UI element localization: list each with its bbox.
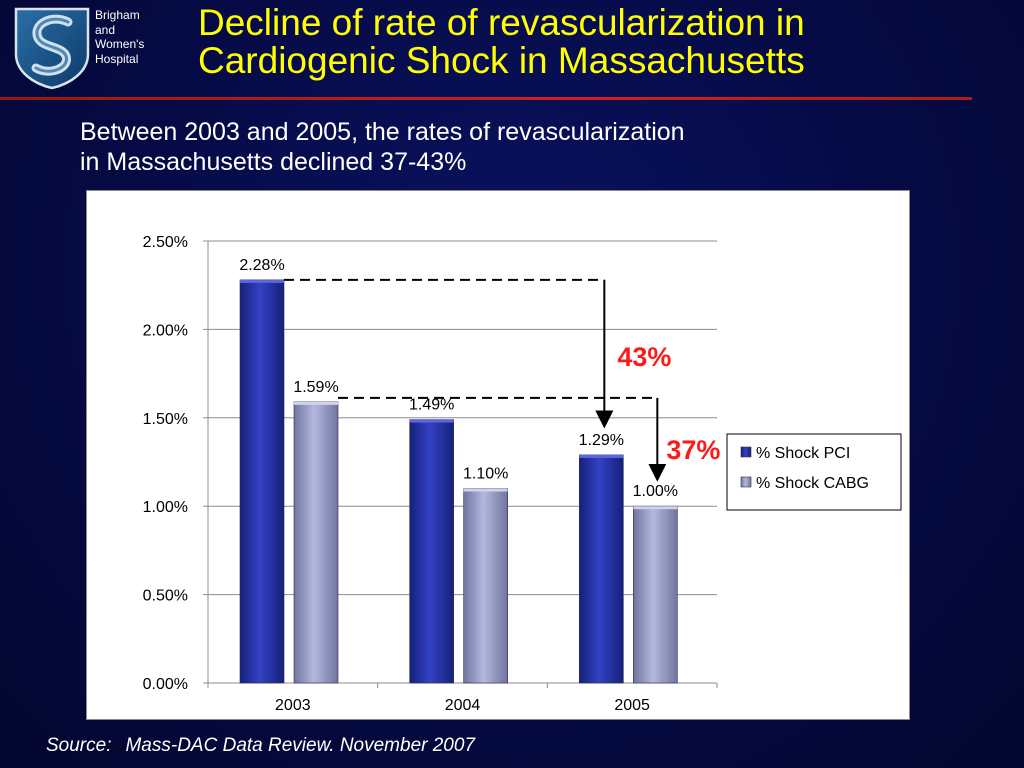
source-text: Mass-DAC Data Review. November 2007	[125, 735, 476, 756]
data-label: 1.00%	[633, 483, 678, 500]
y-tick-label: 2.00%	[143, 322, 188, 339]
x-tick-label: 2003	[275, 697, 311, 714]
org-name-line: Hospital	[95, 51, 139, 66]
bar	[463, 488, 508, 684]
bar-top-highlight	[579, 454, 624, 458]
slide-subtitle: Between 2003 and 2005, the rates of reva…	[80, 117, 940, 177]
x-tick-label: 2005	[614, 697, 650, 714]
y-tick-label: 0.00%	[143, 676, 188, 693]
org-name-line: Women's	[95, 37, 145, 52]
bar-top-highlight	[240, 279, 284, 283]
legend-label: % Shock CABG	[756, 475, 869, 492]
bar	[633, 505, 678, 684]
source-label: Source:	[46, 735, 112, 756]
slide-title-line-1: Decline of rate of revascularization in	[198, 2, 805, 43]
legend-swatch	[740, 446, 752, 458]
org-name: Brigham and Women's Hospital	[95, 8, 185, 66]
data-label: 1.49%	[409, 397, 454, 414]
legend-box	[726, 433, 902, 511]
data-label: 1.29%	[579, 432, 624, 449]
bar	[239, 279, 285, 684]
slide-subtitle-line-2: in Massachusetts declined 37-43%	[80, 148, 467, 176]
slide-title-line-2: Cardiogenic Shock in Massachusetts	[198, 40, 805, 81]
bar-top-highlight	[294, 401, 338, 405]
slide-subtitle-line-1: Between 2003 and 2005, the rates of reva…	[80, 118, 685, 146]
legend-swatch	[740, 476, 752, 488]
bar	[293, 401, 339, 684]
title-divider	[0, 97, 972, 100]
decline-label-pci: 43%	[617, 342, 671, 372]
org-name-line: and	[95, 22, 116, 37]
legend-label: % Shock PCI	[756, 445, 850, 462]
chart-container: 0.00% 0.50% 1.00% 1.50% 2.00% 2.50% 2.28% 1.49%…	[86, 190, 910, 720]
y-tick-label: 0.50%	[143, 588, 188, 605]
y-tick-label: 1.50%	[143, 411, 188, 428]
bar-top-highlight	[463, 488, 508, 492]
decline-label-cabg: 37%	[666, 435, 720, 465]
x-tick-label: 2004	[445, 697, 481, 714]
bar	[409, 419, 454, 684]
y-tick-label: 1.00%	[143, 499, 188, 516]
org-name-line: Brigham	[95, 8, 140, 22]
slide-title: Decline of rate of revascularization in …	[198, 4, 998, 80]
bar	[579, 454, 624, 684]
bar-top-highlight	[633, 506, 678, 510]
bar-top-highlight	[409, 419, 454, 423]
data-label: 2.28%	[239, 257, 284, 274]
source-note: Source: Mass-DAC Data Review. November 20…	[46, 735, 475, 757]
hospital-logo-icon	[14, 7, 90, 90]
data-label: 1.59%	[293, 379, 338, 396]
y-tick-label: 2.50%	[143, 234, 188, 251]
bar-chart: 0.00% 0.50% 1.00% 1.50% 2.00% 2.50% 2.28% 1.49%…	[143, 234, 902, 714]
data-label: 1.10%	[463, 466, 508, 483]
